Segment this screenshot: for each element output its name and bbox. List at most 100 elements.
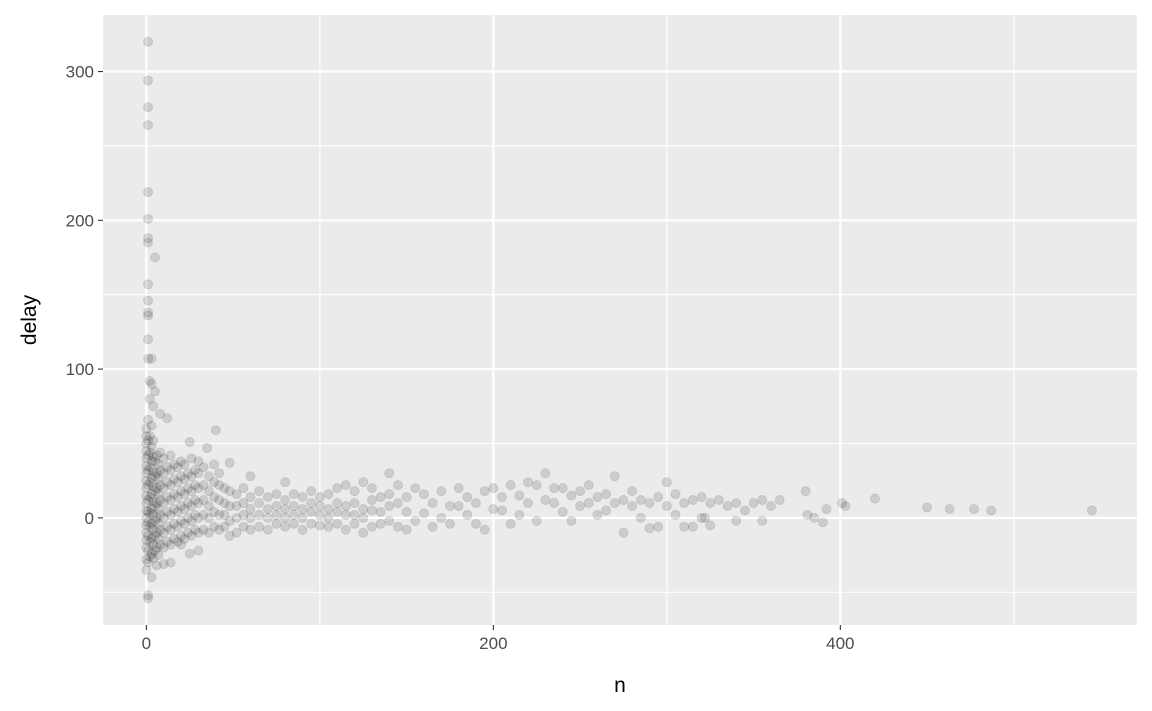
data-point: [514, 490, 525, 501]
data-point: [323, 503, 334, 514]
data-point: [224, 500, 235, 511]
data-point: [288, 489, 299, 500]
data-point: [179, 474, 190, 485]
data-point: [143, 593, 154, 604]
data-point: [151, 468, 162, 479]
data-point: [141, 554, 152, 565]
data-point: [968, 503, 979, 514]
data-point: [444, 518, 455, 529]
data-point: [809, 512, 820, 523]
data-point: [214, 495, 225, 506]
data-point: [384, 489, 395, 500]
data-point: [231, 527, 242, 538]
data-point: [427, 521, 438, 532]
data-point: [231, 512, 242, 523]
data-point: [209, 492, 220, 503]
data-point: [392, 497, 403, 508]
data-point: [143, 495, 154, 506]
data-point: [150, 486, 161, 497]
data-point: [670, 489, 681, 500]
data-point: [146, 378, 157, 389]
data-point: [802, 509, 813, 520]
data-point: [186, 500, 197, 511]
data-point: [531, 480, 542, 491]
data-point: [165, 450, 176, 461]
data-point: [153, 459, 164, 470]
data-point: [366, 495, 377, 506]
data-point: [203, 471, 214, 482]
data-point: [444, 500, 455, 511]
data-point: [245, 471, 256, 482]
data-point: [392, 480, 403, 491]
data-point: [219, 483, 230, 494]
data-point: [214, 480, 225, 491]
data-point: [870, 493, 881, 504]
data-point: [297, 524, 308, 535]
data-point: [141, 438, 152, 449]
data-point: [193, 483, 204, 494]
data-point: [436, 486, 447, 497]
data-point: [179, 518, 190, 529]
data-point: [144, 551, 155, 562]
data-point: [155, 480, 166, 491]
data-point: [644, 497, 655, 508]
y-axis: 0 100 200 300: [66, 63, 103, 528]
data-point: [148, 509, 159, 520]
data-point: [609, 471, 620, 482]
data-point: [141, 431, 152, 442]
data-point: [837, 497, 848, 508]
data-point: [143, 450, 154, 461]
data-point: [143, 36, 154, 47]
data-point: [176, 471, 187, 482]
data-point: [358, 503, 369, 514]
data-point: [540, 495, 551, 506]
data-point: [162, 506, 173, 517]
data-point: [143, 187, 154, 198]
data-point: [148, 496, 159, 507]
y-axis-title: delay: [18, 294, 41, 345]
data-point: [165, 495, 176, 506]
data-point: [592, 492, 603, 503]
data-point: [172, 506, 183, 517]
data-point: [151, 483, 162, 494]
data-point: [143, 120, 154, 131]
data-point: [280, 521, 291, 532]
data-point: [150, 500, 161, 511]
data-point: [193, 512, 204, 523]
data-point: [189, 495, 200, 506]
data-point: [143, 233, 154, 244]
data-point: [209, 521, 220, 532]
data-point: [332, 506, 343, 517]
data-point: [150, 252, 161, 263]
data-point: [254, 486, 265, 497]
data-point: [436, 512, 447, 523]
data-point: [169, 459, 180, 470]
data-point: [186, 453, 197, 464]
data-point: [148, 401, 159, 412]
data-point: [141, 520, 152, 531]
data-point: [349, 486, 360, 497]
data-point: [214, 468, 225, 479]
y-tick-label: 200: [66, 211, 94, 230]
data-point: [186, 486, 197, 497]
data-point: [575, 486, 586, 497]
data-point: [143, 307, 154, 318]
data-point: [323, 512, 334, 523]
data-point: [189, 480, 200, 491]
data-point: [635, 495, 646, 506]
data-point: [453, 483, 464, 494]
data-point: [375, 518, 386, 529]
data-point: [151, 450, 162, 461]
data-point: [219, 521, 230, 532]
data-point: [198, 524, 209, 535]
data-point: [497, 505, 508, 516]
data-point: [146, 548, 157, 559]
data-point: [238, 521, 249, 532]
data-point: [523, 477, 534, 488]
data-point: [146, 441, 157, 452]
data-point: [150, 530, 161, 541]
data-point: [155, 465, 166, 476]
data-point: [202, 442, 213, 453]
data-point: [306, 506, 317, 517]
